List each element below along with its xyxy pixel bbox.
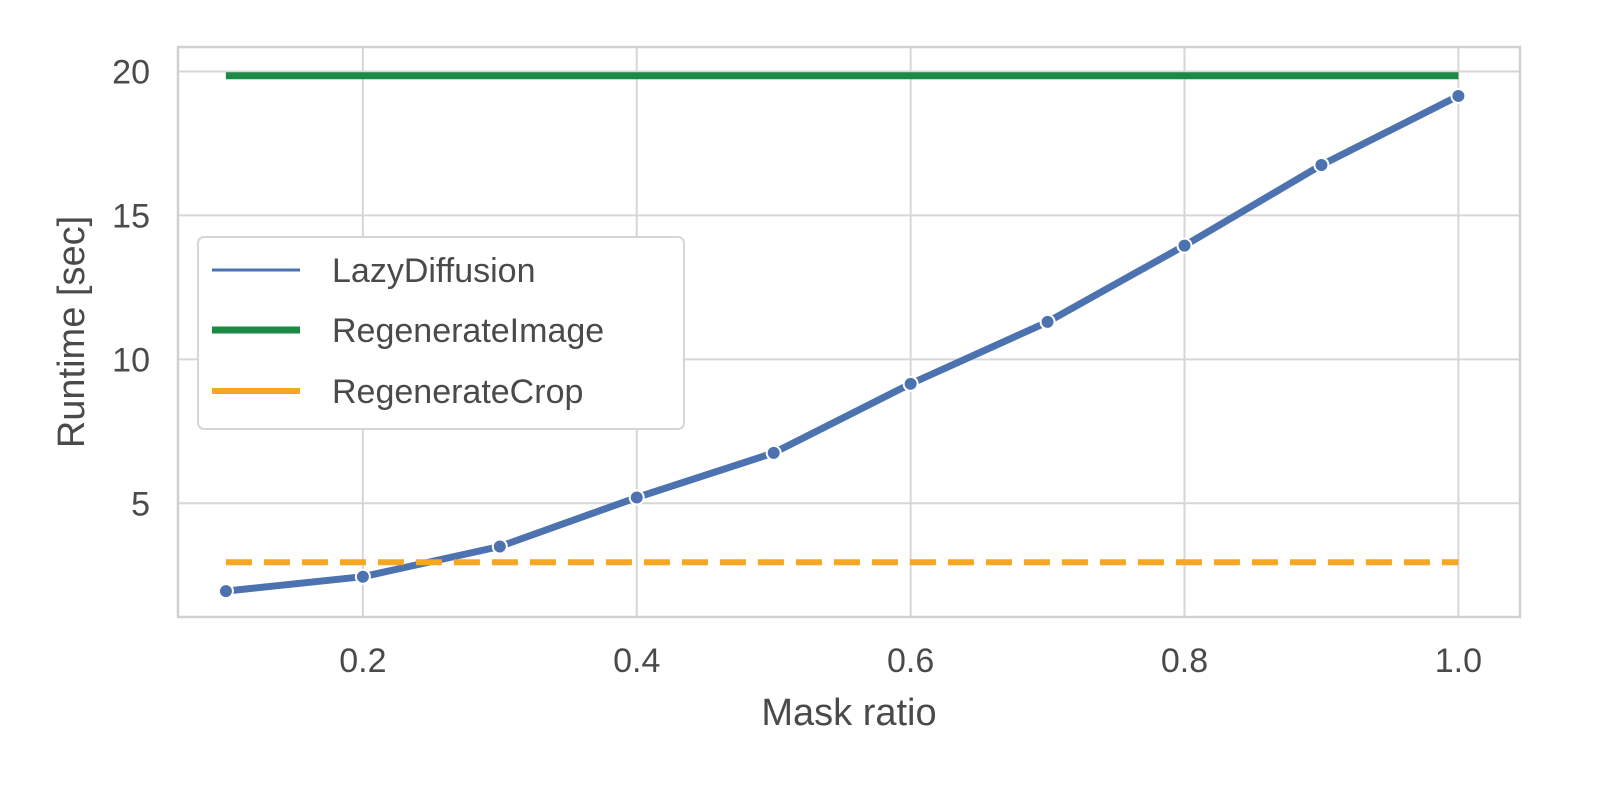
x-tick-label: 0.6 xyxy=(887,642,934,680)
plot-frame xyxy=(176,45,1522,619)
x-tick-label: 0.8 xyxy=(1161,642,1208,680)
data-point-lazydiffusion xyxy=(1176,237,1193,254)
data-point-lazydiffusion xyxy=(902,375,919,392)
x-tick-label: 1.0 xyxy=(1435,642,1482,680)
data-point-lazydiffusion xyxy=(1313,157,1330,174)
data-point-lazydiffusion xyxy=(1039,313,1056,330)
x-tick-label: 0.4 xyxy=(613,642,660,680)
x-tick-label: 0.2 xyxy=(339,642,386,680)
series-layer xyxy=(217,72,1467,600)
data-point-lazydiffusion xyxy=(765,444,782,461)
data-point-lazydiffusion xyxy=(628,489,645,506)
legend-box xyxy=(197,236,685,430)
x-axis-title: Mask ratio xyxy=(761,692,936,734)
data-point-lazydiffusion xyxy=(354,568,371,585)
legend-label-lazydiffusion: LazyDiffusion xyxy=(332,252,536,290)
y-tick-label: 5 xyxy=(131,485,150,523)
y-tick-label: 20 xyxy=(112,53,150,91)
y-tick-label: 10 xyxy=(112,341,150,379)
legend-label-regenerateimage: RegenerateImage xyxy=(332,312,604,350)
data-point-lazydiffusion xyxy=(491,538,508,555)
y-axis-title: Runtime [sec] xyxy=(51,216,93,448)
legend-label-regeneratecrop: RegenerateCrop xyxy=(332,373,583,411)
legend: LazyDiffusion RegenerateImage Regenerate… xyxy=(197,236,685,430)
data-point-lazydiffusion xyxy=(217,583,234,600)
tick-label-layer: 0.2 0.4 0.6 0.8 1.0 5 10 15 20 xyxy=(112,53,1482,680)
y-tick-label: 15 xyxy=(112,197,150,235)
data-point-lazydiffusion xyxy=(1450,87,1467,104)
